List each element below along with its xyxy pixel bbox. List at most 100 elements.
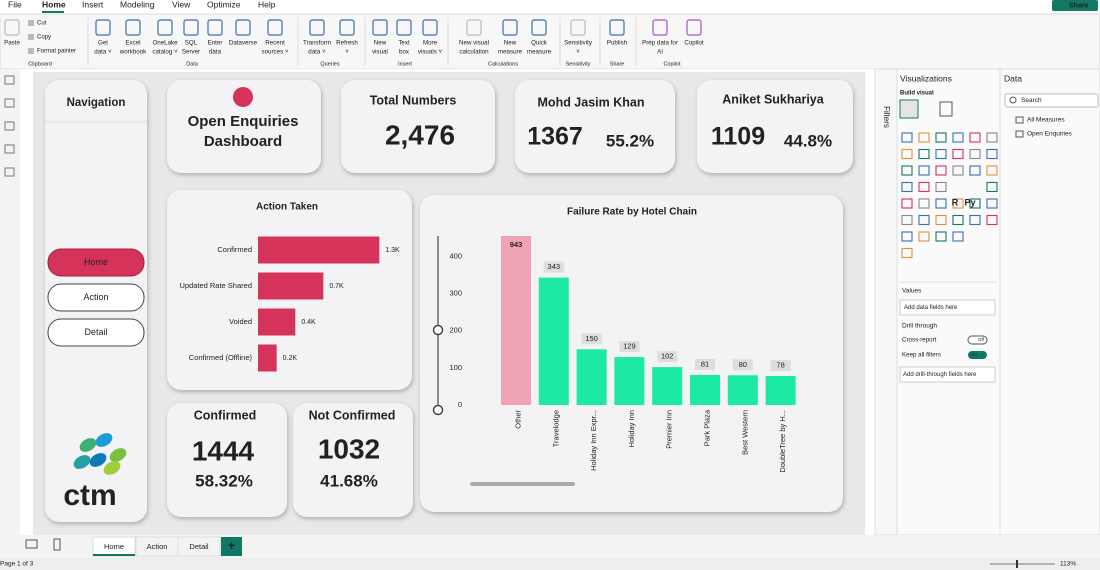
menu-tab[interactable]: Help	[258, 0, 276, 9]
filters-label[interactable]: Filters	[882, 106, 891, 128]
ribbon-button-label[interactable]: Transform	[303, 40, 331, 47]
page-tab-label[interactable]: Detail	[189, 542, 209, 551]
visual-type-icon[interactable]	[901, 165, 913, 176]
add-page-button[interactable]	[221, 537, 242, 556]
visual-type-icon[interactable]	[952, 214, 964, 226]
drop-zone[interactable]	[899, 366, 996, 383]
visual-type-icon[interactable]	[969, 198, 981, 209]
ribbon-icon[interactable]	[95, 19, 111, 36]
ribbon-button-label[interactable]: New visual	[459, 40, 489, 47]
menu-tab[interactable]: File	[8, 0, 22, 9]
share-label[interactable]: Share	[1069, 2, 1089, 9]
visual-type-icon[interactable]	[935, 181, 947, 193]
visual-type-icon[interactable]	[952, 132, 964, 143]
ribbon-button-label[interactable]: Copy	[37, 35, 51, 41]
desktop-view-icon[interactable]	[25, 539, 38, 549]
visual-type-icon-label[interactable]: Py	[964, 197, 975, 207]
ribbon-icon[interactable]	[4, 19, 20, 36]
nav-button[interactable]	[47, 248, 145, 277]
visual-type-icon[interactable]	[986, 214, 998, 226]
zoom-slider-handle[interactable]	[432, 404, 444, 416]
visual-type-icon[interactable]	[918, 198, 930, 209]
ribbon-button-label[interactable]: Format painter	[37, 49, 76, 55]
table-icon[interactable]	[1015, 130, 1024, 138]
visual-type-icon[interactable]	[952, 198, 964, 209]
ribbon-button-label[interactable]: SQL	[185, 40, 198, 47]
ribbon-button-label[interactable]: Recent	[265, 40, 285, 47]
visual-type-icon-label[interactable]: R	[952, 197, 959, 207]
visual-type-icon[interactable]	[969, 132, 981, 143]
ribbon-icon[interactable]	[422, 19, 438, 36]
ribbon-button-label[interactable]: New	[374, 40, 387, 47]
ribbon-button-label[interactable]: data	[209, 49, 222, 56]
ribbon-button-label[interactable]: Prep data for	[642, 40, 678, 47]
page-tab[interactable]	[177, 536, 221, 557]
bar[interactable]	[652, 367, 683, 405]
ribbon-icon[interactable]	[502, 19, 518, 36]
ribbon-button-label[interactable]: data ˅	[308, 49, 326, 56]
view-icon[interactable]	[4, 98, 15, 108]
visual-type-icon[interactable]	[952, 148, 964, 160]
ribbon-button-label[interactable]: Dataverse	[229, 40, 258, 47]
ribbon-button-label[interactable]: Quick	[531, 40, 548, 47]
ribbon-button-label[interactable]: data ˅	[94, 49, 112, 56]
visual-type-icon[interactable]	[952, 165, 964, 176]
toggle[interactable]	[967, 335, 988, 345]
ribbon-icon[interactable]	[396, 19, 412, 36]
ribbon-button-label[interactable]: New	[504, 40, 517, 47]
visual-type-icon[interactable]	[901, 214, 913, 226]
nav-button-label[interactable]: Action	[83, 292, 108, 302]
ribbon-icon[interactable]	[339, 19, 355, 36]
search-box[interactable]	[1004, 93, 1099, 108]
ribbon-button-label[interactable]: Enter	[208, 40, 223, 47]
page-tab-label[interactable]: Action	[147, 542, 168, 551]
drop-zone[interactable]	[899, 299, 996, 316]
visual-type-icon[interactable]	[918, 181, 930, 193]
visual-type-icon[interactable]	[935, 132, 947, 143]
nav-button[interactable]	[47, 318, 145, 347]
ribbon-button-label[interactable]: Text	[398, 40, 410, 47]
visual-type-icon[interactable]	[901, 198, 913, 209]
ribbon-button-label[interactable]: calculation	[459, 49, 489, 56]
bar[interactable]	[690, 374, 720, 405]
add-page-label[interactable]: +	[228, 539, 235, 553]
visual-type-icon[interactable]	[986, 181, 998, 193]
bar[interactable]	[727, 375, 758, 405]
ribbon-button-label[interactable]: Copilot	[684, 40, 704, 47]
ribbon-button-label[interactable]: ˅	[576, 49, 580, 56]
zoom-slider-handle[interactable]	[432, 324, 444, 336]
view-icon[interactable]	[4, 121, 15, 131]
table-icon[interactable]	[1015, 116, 1024, 124]
ribbon-button-label[interactable]: Server	[182, 49, 200, 56]
visual-type-icon[interactable]	[935, 198, 947, 209]
ribbon-icon[interactable]	[609, 19, 625, 36]
visual-type-icon[interactable]	[901, 132, 913, 143]
bar[interactable]	[538, 277, 569, 405]
visual-type-icon[interactable]	[969, 165, 981, 176]
ribbon-button-label[interactable]: measure	[498, 49, 523, 56]
bar[interactable]	[501, 55, 531, 405]
ribbon-button-label[interactable]: Excel	[125, 40, 140, 47]
visual-type-icon[interactable]	[969, 214, 981, 226]
ribbon-icon[interactable]	[372, 19, 388, 36]
ribbon-button-label[interactable]: More	[423, 40, 438, 47]
ribbon-button-label[interactable]: catalog ˅	[152, 49, 178, 56]
mobile-view-icon[interactable]	[53, 538, 61, 551]
visual-type-icon[interactable]	[986, 148, 998, 160]
visual-type-icon[interactable]	[935, 231, 947, 242]
ribbon-button-label[interactable]: box	[399, 49, 410, 56]
ribbon-button-label[interactable]: AI	[657, 49, 663, 56]
visual-type-icon[interactable]	[901, 148, 913, 160]
visual-type-icon[interactable]	[986, 198, 998, 209]
visual-type-icon[interactable]	[935, 214, 947, 226]
bar[interactable]	[576, 349, 607, 405]
format-visual-icon[interactable]	[939, 101, 953, 117]
menu-tab[interactable]: Home	[42, 0, 66, 9]
visual-type-icon[interactable]	[935, 148, 947, 160]
ribbon-icon[interactable]	[570, 19, 586, 36]
table-name[interactable]: All Measures	[1027, 117, 1065, 124]
ribbon-icon[interactable]	[466, 19, 482, 36]
ribbon-icon[interactable]	[207, 19, 223, 36]
visual-type-icon[interactable]	[918, 148, 930, 160]
ribbon-button-label[interactable]: Cut	[37, 21, 47, 27]
